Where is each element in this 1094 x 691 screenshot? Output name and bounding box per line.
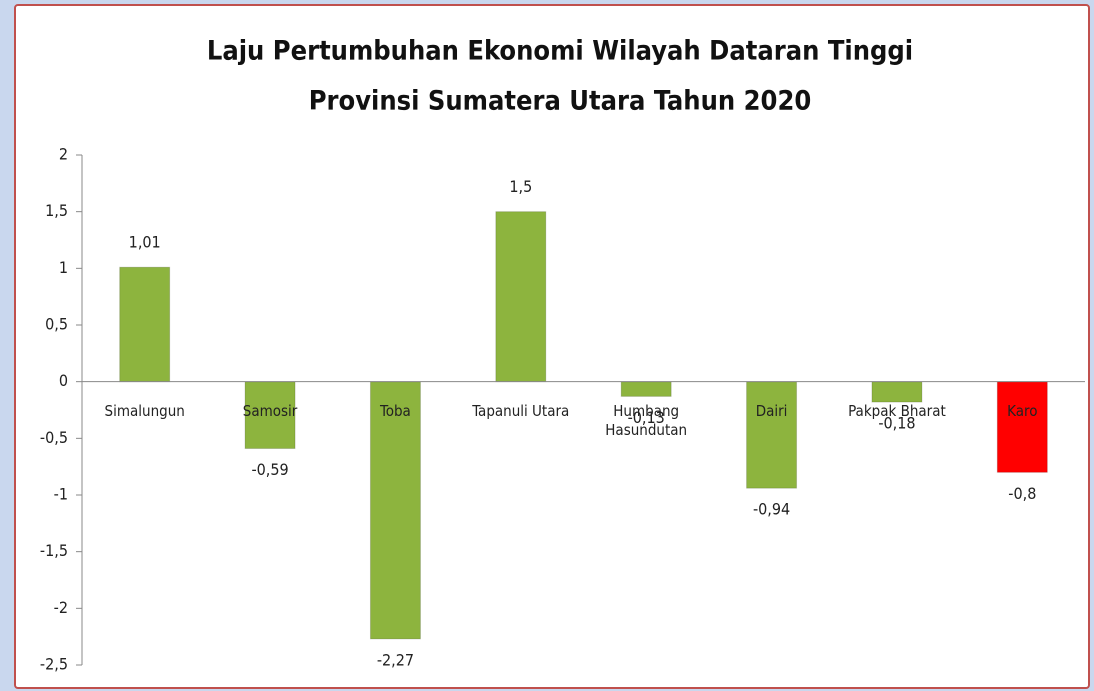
y-tick-label: -1,5 [40, 541, 68, 560]
y-tick-label: -2,5 [40, 655, 68, 674]
value-label: -0,94 [753, 500, 790, 519]
x-tick-label: Samosir [242, 401, 298, 420]
value-label: -0,59 [251, 460, 288, 479]
value-label: -0,13 [628, 408, 665, 427]
y-tick-label: 0,5 [45, 315, 68, 334]
value-label: 1,01 [129, 233, 161, 252]
x-tick-label: Karo [1007, 401, 1038, 420]
bar [746, 381, 798, 489]
y-tick-label: 1 [59, 258, 68, 277]
y-tick-label: -2 [54, 598, 68, 617]
y-tick-label: -0,5 [40, 428, 68, 447]
bar [996, 381, 1048, 473]
x-tick-label: Dairi [755, 401, 788, 420]
chart-frame [14, 4, 1090, 689]
y-tick-label: 0 [59, 371, 68, 390]
x-tick-label: Simalungun [104, 401, 185, 420]
value-label: -0,18 [878, 414, 915, 433]
bar [620, 381, 672, 397]
y-tick-label: 2 [59, 145, 68, 164]
chart-title: Laju Pertumbuhan Ekonomi Wilayah Dataran… [207, 36, 913, 67]
chart-title: Provinsi Sumatera Utara Tahun 2020 [309, 86, 812, 117]
value-label: -0,8 [1008, 484, 1036, 503]
y-tick-label: 1,5 [45, 201, 68, 220]
bar [495, 211, 547, 383]
value-label: 1,5 [509, 177, 532, 196]
x-tick-label: Pakpak Bharat [848, 401, 946, 420]
x-tick-label: Humbang Hasundutan [605, 401, 688, 439]
bar [369, 381, 421, 640]
y-tick-label: -1 [54, 485, 68, 504]
bar [119, 266, 171, 383]
x-tick-label: Tapanuli Utara [472, 401, 570, 420]
value-label: -2,27 [377, 650, 414, 669]
bar [871, 381, 923, 403]
bar [244, 381, 296, 450]
x-tick-label: Toba [380, 401, 411, 420]
